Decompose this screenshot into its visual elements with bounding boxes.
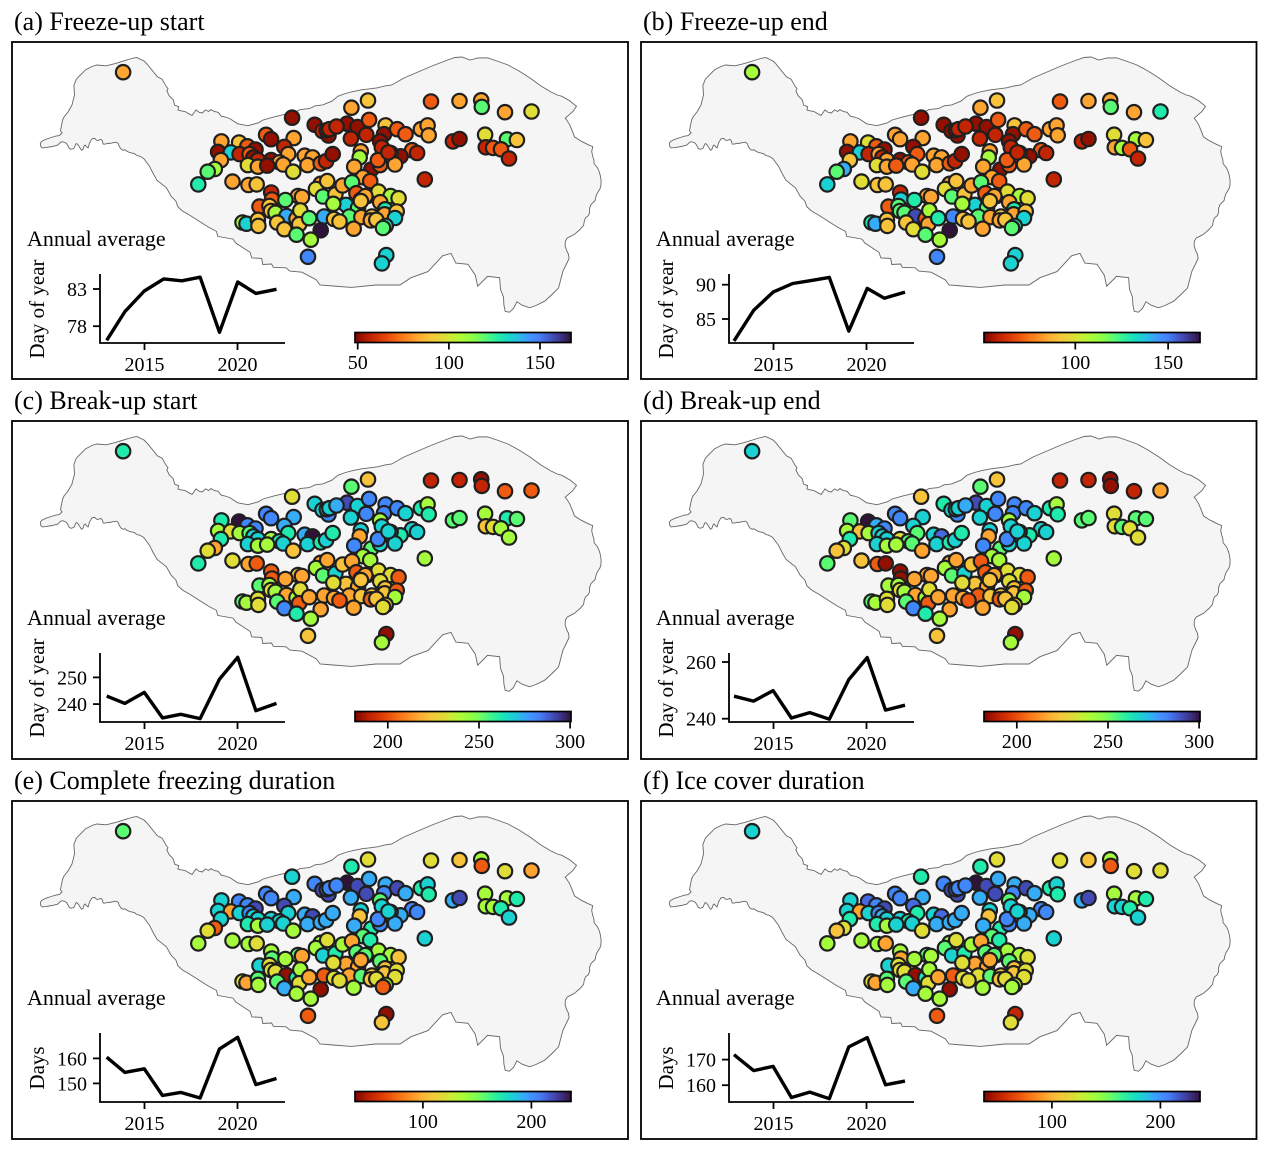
svg-text:150: 150 xyxy=(525,352,555,374)
svg-text:200: 200 xyxy=(1002,731,1032,753)
svg-text:2020: 2020 xyxy=(218,354,258,376)
svg-text:2015: 2015 xyxy=(754,1113,794,1135)
svg-text:200: 200 xyxy=(1145,1111,1175,1133)
svg-text:(a) Freeze-up start: (a) Freeze-up start xyxy=(14,7,205,36)
svg-text:250: 250 xyxy=(464,731,494,753)
svg-text:240: 240 xyxy=(57,694,87,716)
svg-text:83: 83 xyxy=(67,279,87,301)
svg-text:Day of year: Day of year xyxy=(654,259,678,358)
svg-text:Days: Days xyxy=(25,1046,49,1089)
svg-text:(b) Freeze-up end: (b) Freeze-up end xyxy=(643,7,828,36)
svg-text:150: 150 xyxy=(57,1073,87,1095)
svg-text:100: 100 xyxy=(1037,1111,1067,1133)
svg-text:Day of year: Day of year xyxy=(25,638,49,737)
svg-text:50: 50 xyxy=(348,352,368,374)
svg-text:Day of year: Day of year xyxy=(654,638,678,737)
svg-text:200: 200 xyxy=(516,1111,546,1133)
svg-text:300: 300 xyxy=(555,731,585,753)
svg-text:Annual average: Annual average xyxy=(656,605,795,630)
svg-text:Annual average: Annual average xyxy=(656,226,795,251)
svg-text:160: 160 xyxy=(686,1075,716,1097)
svg-text:Annual average: Annual average xyxy=(27,985,166,1010)
svg-text:Day of year: Day of year xyxy=(25,259,49,358)
svg-text:(e) Complete freezing duration: (e) Complete freezing duration xyxy=(14,766,335,795)
svg-text:2015: 2015 xyxy=(125,354,165,376)
svg-text:100: 100 xyxy=(434,352,464,374)
svg-text:2015: 2015 xyxy=(754,733,794,755)
svg-text:2020: 2020 xyxy=(847,354,887,376)
svg-text:(f) Ice cover duration: (f) Ice cover duration xyxy=(643,766,865,795)
svg-text:2015: 2015 xyxy=(125,1113,165,1135)
svg-text:2020: 2020 xyxy=(218,1113,258,1135)
svg-text:240: 240 xyxy=(686,709,716,731)
svg-text:Days: Days xyxy=(654,1046,678,1089)
svg-text:2020: 2020 xyxy=(218,733,258,755)
svg-text:78: 78 xyxy=(67,316,87,338)
svg-text:170: 170 xyxy=(686,1050,716,1072)
svg-text:260: 260 xyxy=(686,652,716,674)
svg-text:250: 250 xyxy=(1093,731,1123,753)
svg-text:Annual average: Annual average xyxy=(27,605,166,630)
svg-text:Annual average: Annual average xyxy=(656,985,795,1010)
svg-text:300: 300 xyxy=(1184,731,1214,753)
svg-text:100: 100 xyxy=(1060,352,1090,374)
svg-text:(c) Break-up start: (c) Break-up start xyxy=(14,386,198,415)
svg-text:Annual average: Annual average xyxy=(27,226,166,251)
svg-text:100: 100 xyxy=(408,1111,438,1133)
svg-text:250: 250 xyxy=(57,667,87,689)
svg-text:90: 90 xyxy=(696,275,716,297)
svg-text:200: 200 xyxy=(373,731,403,753)
svg-text:85: 85 xyxy=(696,309,716,331)
svg-text:2015: 2015 xyxy=(125,733,165,755)
svg-text:2020: 2020 xyxy=(847,1113,887,1135)
svg-text:2015: 2015 xyxy=(754,354,794,376)
svg-text:150: 150 xyxy=(1153,352,1183,374)
svg-text:160: 160 xyxy=(57,1048,87,1070)
svg-text:(d) Break-up end: (d) Break-up end xyxy=(643,386,821,415)
svg-text:2020: 2020 xyxy=(847,733,887,755)
